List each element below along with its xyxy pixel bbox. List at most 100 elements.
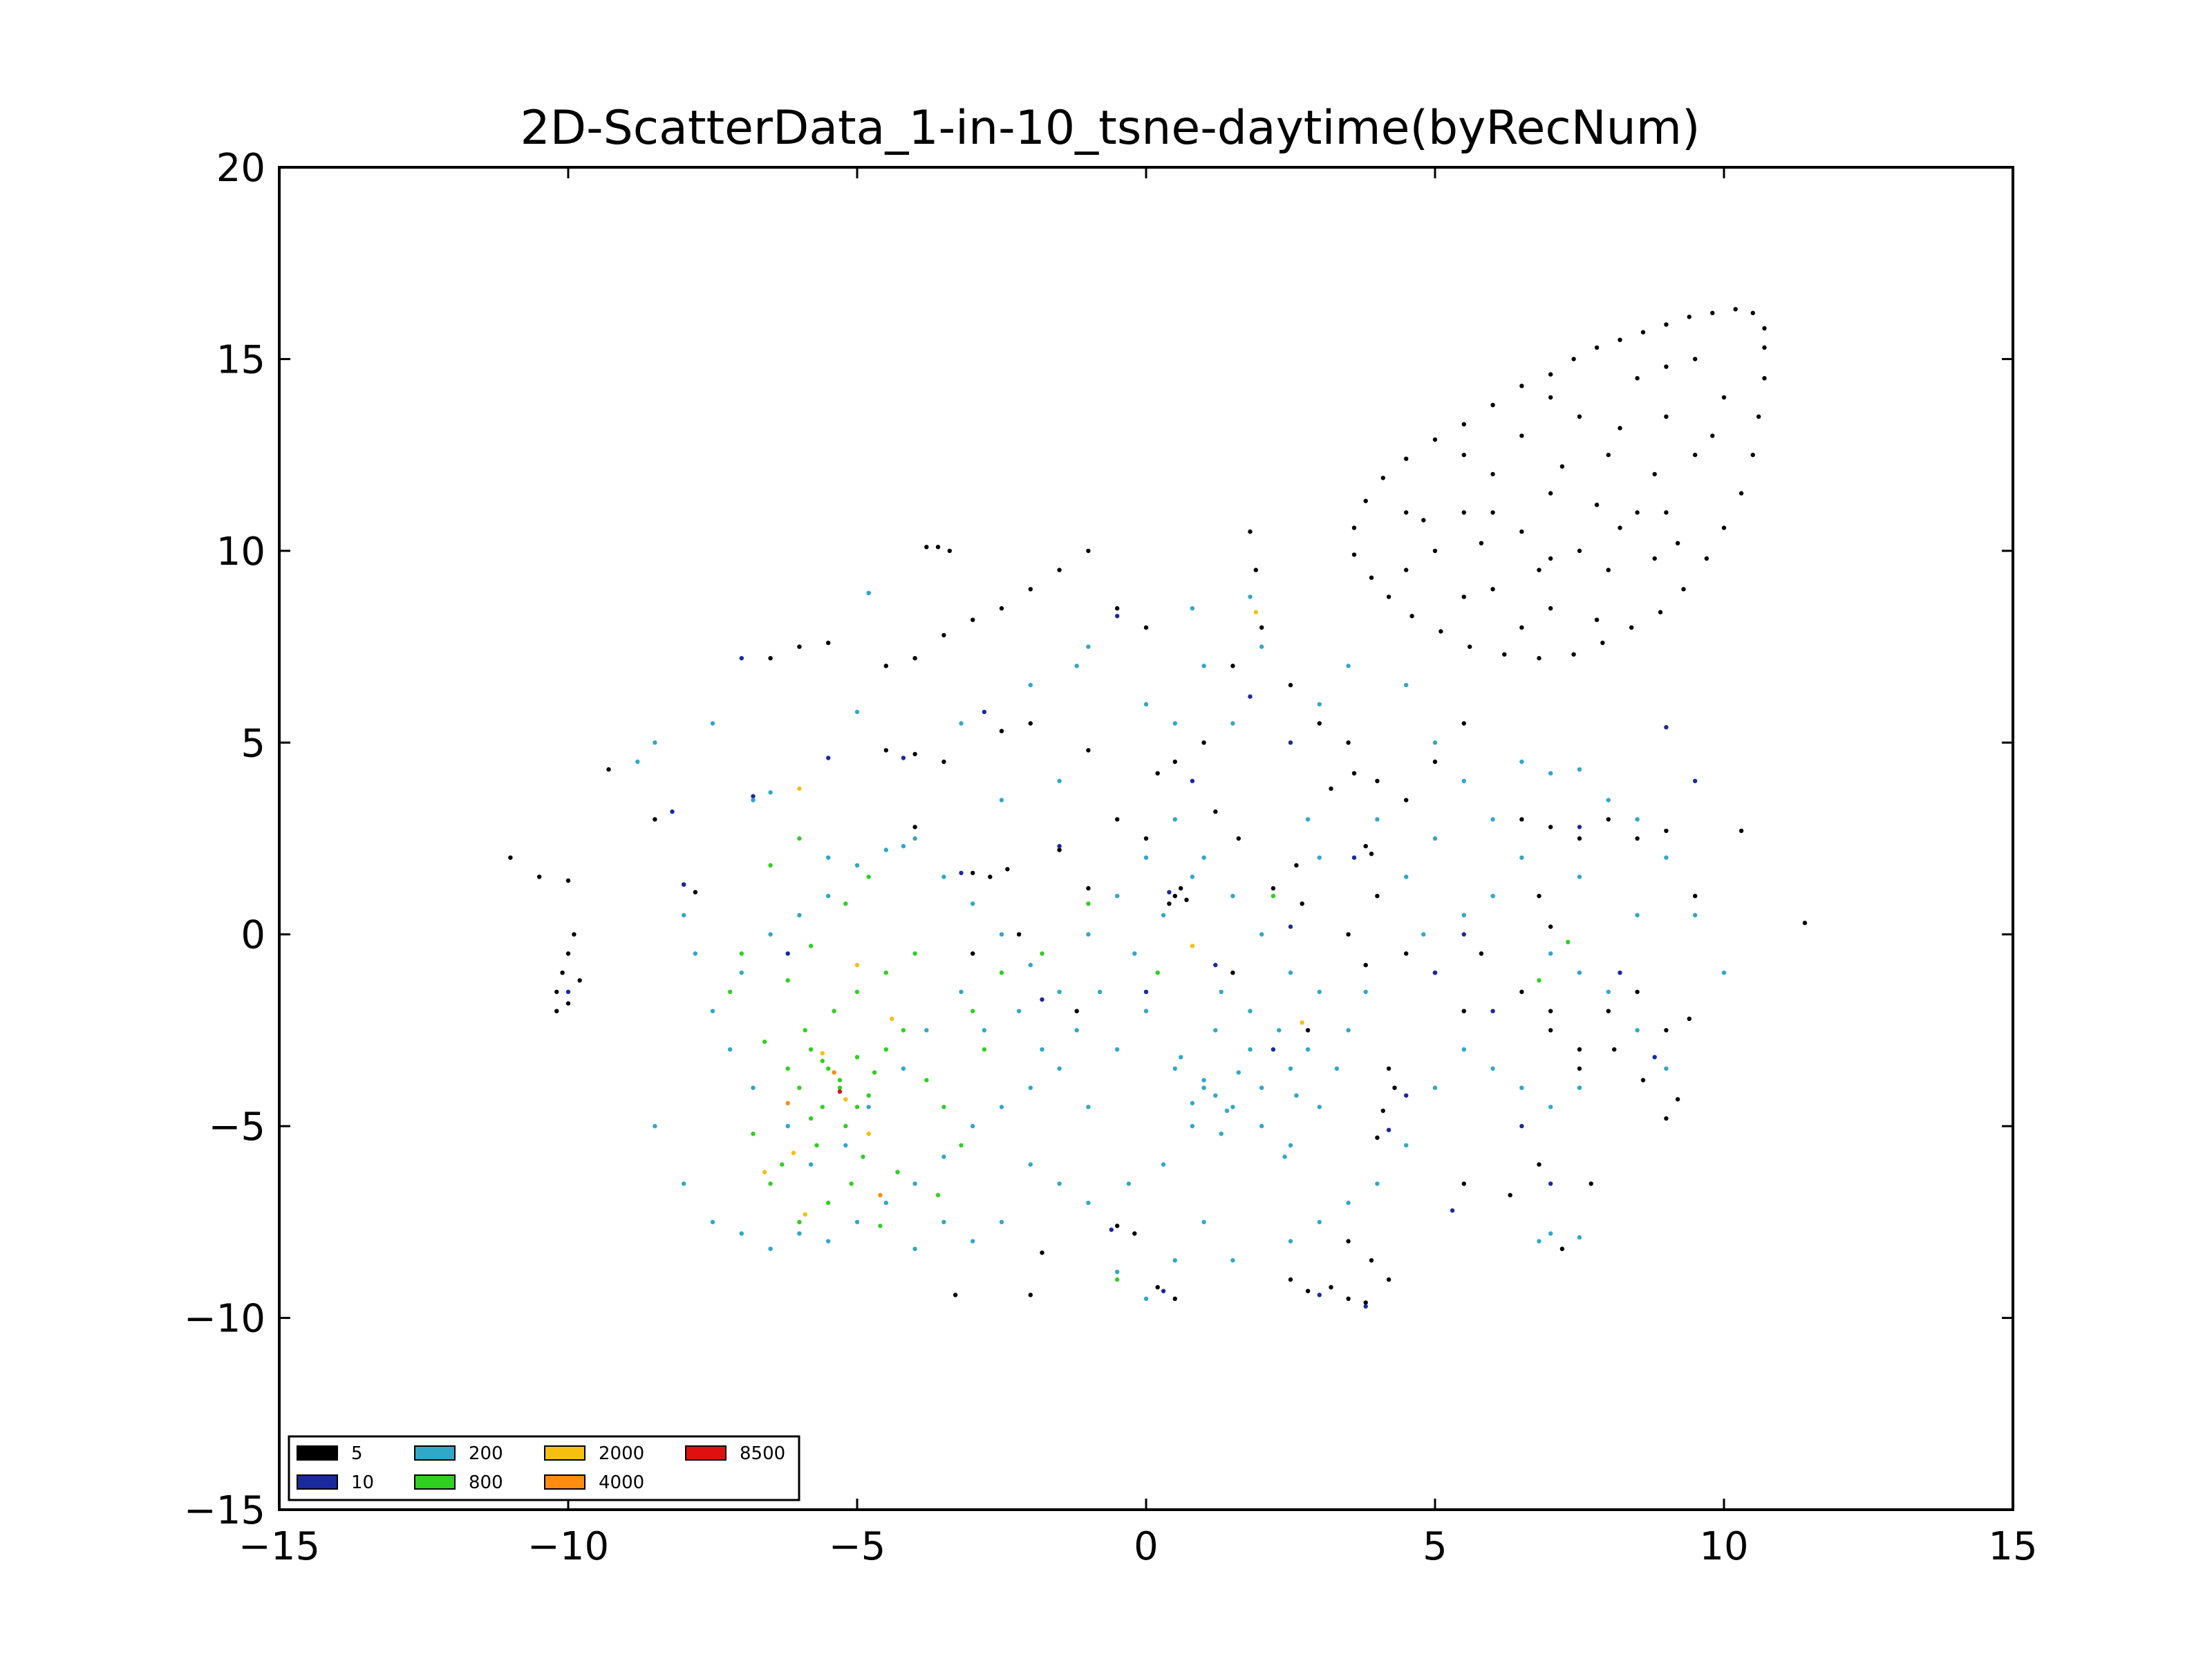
y-tick-label-1: −10	[184, 1297, 265, 1342]
point-5-181	[1172, 759, 1178, 765]
point-200-74	[1097, 989, 1103, 995]
point-800-36	[797, 836, 802, 841]
point-5-13	[1461, 422, 1466, 427]
point-5-31	[1681, 587, 1686, 592]
point-5-65	[1710, 433, 1715, 438]
point-5-117	[935, 545, 941, 550]
point-5-111	[999, 606, 1004, 611]
point-200-24	[1288, 1066, 1293, 1071]
point-5-3	[1710, 310, 1715, 315]
point-200-105	[1259, 644, 1264, 649]
point-800-4	[854, 1055, 860, 1060]
point-10-22	[1577, 825, 1582, 830]
point-10-15	[1548, 1181, 1553, 1186]
point-5-160	[1288, 1277, 1293, 1282]
point-200-60	[693, 951, 698, 956]
point-200-106	[1317, 702, 1322, 706]
point-10-38	[1271, 1047, 1276, 1052]
point-200-93	[751, 798, 756, 803]
point-5-30	[1658, 610, 1663, 615]
point-800-1	[826, 1066, 831, 1071]
point-2000-7	[1253, 610, 1259, 615]
point-200-98	[653, 740, 657, 745]
point-200-75	[1132, 951, 1137, 956]
point-800-38	[727, 989, 733, 995]
point-200-120	[1635, 912, 1640, 918]
point-200-132	[1519, 1085, 1524, 1090]
point-800-50	[820, 1058, 825, 1064]
point-200-139	[1317, 1219, 1322, 1225]
point-5-100	[912, 751, 917, 757]
point-5-92	[1392, 1085, 1397, 1090]
point-5-121	[1259, 625, 1264, 630]
point-200-70	[982, 1028, 987, 1033]
point-200-124	[1461, 912, 1466, 918]
point-10-14	[1519, 1123, 1524, 1129]
point-200-135	[1432, 1085, 1438, 1090]
point-5-90	[1363, 843, 1368, 849]
point-5-60	[1404, 568, 1409, 572]
point-5-206	[1016, 932, 1022, 937]
point-4000-0	[832, 1070, 836, 1075]
point-5-156	[1640, 1078, 1646, 1082]
point-200-134	[1461, 1047, 1466, 1052]
point-800-21	[941, 1105, 946, 1109]
point-5-203	[971, 951, 975, 956]
point-200-13	[1028, 1085, 1033, 1090]
point-5-29	[1629, 625, 1634, 630]
point-200-21	[1259, 1123, 1264, 1129]
series-2000	[762, 610, 1304, 1217]
point-5-26	[1537, 656, 1541, 661]
point-5-131	[1519, 817, 1524, 822]
point-200-112	[1519, 759, 1524, 765]
point-200-38	[739, 971, 744, 975]
legend-label-5: 5	[351, 1443, 363, 1464]
point-800-40	[878, 1224, 883, 1228]
x-tick-label-5: 10	[1699, 1524, 1748, 1569]
point-200-126	[1577, 971, 1582, 975]
point-200-48	[1028, 962, 1033, 968]
point-5-112	[1028, 587, 1033, 592]
point-5-51	[1664, 510, 1669, 515]
point-200-148	[1577, 1235, 1582, 1240]
point-5-190	[1300, 901, 1304, 906]
point-800-20	[924, 1078, 929, 1082]
y-tick-label-4: 5	[241, 721, 265, 766]
y-tick-label-2: −5	[208, 1105, 265, 1150]
series-5	[508, 307, 1808, 1305]
point-5-139	[1548, 924, 1553, 929]
point-200-115	[1606, 798, 1611, 803]
point-5-147	[1519, 989, 1524, 995]
point-5-167	[1346, 1239, 1351, 1244]
point-5-187	[1236, 836, 1241, 841]
point-200-141	[1230, 1258, 1235, 1263]
point-200-94	[768, 790, 773, 795]
point-5-84	[565, 1001, 571, 1006]
point-5-132	[1548, 825, 1553, 830]
point-200-67	[901, 1066, 906, 1071]
point-200-5	[797, 1231, 802, 1236]
point-200-97	[635, 759, 640, 765]
point-800-0	[808, 1047, 814, 1052]
point-200-3	[739, 1231, 744, 1236]
point-5-151	[1635, 989, 1640, 995]
point-5-201	[693, 890, 698, 894]
point-10-17	[1404, 1093, 1409, 1098]
point-200-123	[1490, 894, 1495, 899]
point-200-84	[1201, 1078, 1206, 1082]
point-10-7	[1167, 890, 1172, 894]
point-5-15	[1404, 456, 1409, 461]
point-200-99	[710, 721, 715, 726]
point-10-25	[1317, 1293, 1322, 1297]
point-5-32	[1704, 556, 1709, 561]
point-10-39	[1450, 1208, 1455, 1213]
point-5-152	[1664, 1028, 1669, 1033]
point-800-9	[832, 1009, 836, 1013]
point-200-44	[912, 836, 917, 841]
point-800-35	[768, 863, 773, 868]
point-5-194	[1086, 885, 1091, 891]
point-5-172	[1028, 1293, 1033, 1297]
point-200-137	[1375, 1181, 1380, 1186]
point-5-159	[1548, 1009, 1553, 1013]
